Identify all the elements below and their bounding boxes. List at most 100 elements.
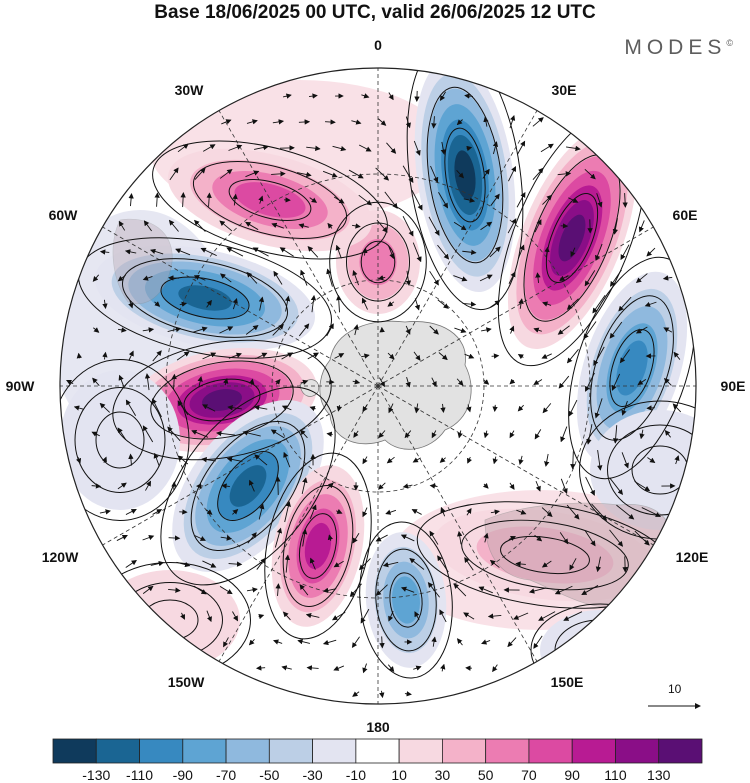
wind-vector xyxy=(142,327,155,333)
wind-vector xyxy=(197,376,203,388)
wind-vector xyxy=(152,398,162,418)
wind-vector xyxy=(462,249,477,255)
wind-vector xyxy=(254,144,269,151)
wind-vector xyxy=(175,248,191,256)
wind-vector xyxy=(431,430,437,439)
wind-vector xyxy=(352,270,360,286)
wind-vector xyxy=(301,477,308,495)
wind-vector xyxy=(361,297,368,310)
wind-vector xyxy=(440,141,446,155)
wind-vector xyxy=(437,299,449,309)
wind-vector xyxy=(118,220,126,231)
wind-vector xyxy=(463,612,475,620)
wind-vector xyxy=(219,326,234,334)
wind-vector xyxy=(464,353,475,359)
wind-vector xyxy=(483,379,490,385)
wind-vector xyxy=(275,583,281,597)
wind-vector xyxy=(483,532,489,543)
colorbar-bin xyxy=(615,738,660,764)
wind-vector xyxy=(585,372,595,392)
wind-vector xyxy=(412,242,422,263)
wind-vector xyxy=(439,91,446,102)
wind-vector xyxy=(634,530,650,546)
wind-vector xyxy=(646,405,655,411)
wind-vector xyxy=(375,534,388,542)
wind-vector xyxy=(414,403,420,414)
wind-vector xyxy=(466,404,472,413)
colorbar-bin xyxy=(441,738,487,764)
wind-vector xyxy=(457,430,463,439)
colorbar-tick-label: -90 xyxy=(172,767,193,783)
wind-vector xyxy=(542,194,553,205)
wind-vector xyxy=(508,535,516,541)
colorbar-tick-label: 50 xyxy=(477,767,494,783)
wind-vector xyxy=(194,167,206,180)
wind-vector xyxy=(558,375,570,389)
wind-vector xyxy=(124,249,137,255)
wind-vector xyxy=(351,119,362,125)
colorbar-bin xyxy=(225,738,270,764)
wind-vector xyxy=(437,244,450,260)
wind-vector xyxy=(333,665,345,671)
wind-vector xyxy=(99,249,110,255)
wind-vector xyxy=(609,477,623,496)
wind-vector xyxy=(167,426,181,442)
wind-vector xyxy=(336,508,343,514)
wind-vector xyxy=(583,321,597,340)
wind-vector xyxy=(206,299,212,308)
wind-vector xyxy=(405,377,411,388)
colorbar-bin xyxy=(52,738,97,764)
wind-vector xyxy=(386,142,397,154)
wind-vector xyxy=(153,452,160,467)
wind-vector xyxy=(298,223,309,229)
wind-vector xyxy=(309,504,317,520)
wind-vector xyxy=(457,530,463,545)
wind-vector xyxy=(532,117,544,127)
wind-vector xyxy=(361,93,370,99)
wind-vector xyxy=(327,222,333,229)
lon-label-60e: 60E xyxy=(672,207,698,223)
wind-vector xyxy=(409,557,425,570)
wind-vector xyxy=(591,503,608,521)
wind-vector xyxy=(308,93,318,99)
wind-vector xyxy=(255,665,266,671)
wind-vector xyxy=(326,323,334,337)
wind-vector xyxy=(221,119,232,125)
wind-vector xyxy=(362,247,368,256)
colorbar-bin xyxy=(355,738,400,764)
wind-vector xyxy=(246,587,258,593)
wind-vector xyxy=(193,275,206,281)
wind-vector xyxy=(117,482,127,490)
wind-vector xyxy=(73,405,84,411)
wind-vector xyxy=(554,585,573,595)
wind-vector xyxy=(306,145,321,151)
wind-vector xyxy=(481,327,492,333)
wind-vector xyxy=(478,586,493,594)
wind-vector xyxy=(142,425,154,443)
wind-vector xyxy=(439,457,446,463)
wind-vector xyxy=(411,190,423,211)
wind-vector xyxy=(305,612,320,619)
modes-logo: MODES© xyxy=(624,36,733,60)
wind-vector xyxy=(245,221,259,231)
wind-vector xyxy=(487,613,502,619)
wind-vector xyxy=(298,119,311,125)
wind-vector xyxy=(284,501,291,523)
lon-label-150w: 150W xyxy=(167,674,205,690)
wind-vector xyxy=(232,611,238,622)
wind-vector xyxy=(509,482,515,490)
brand-mark: © xyxy=(726,38,733,48)
wind-vector xyxy=(201,457,216,463)
wind-vector xyxy=(149,248,164,255)
wind-vector xyxy=(352,691,360,697)
wind-vector xyxy=(306,665,319,671)
wind-vector xyxy=(480,221,493,231)
wind-vector xyxy=(91,483,102,489)
wind-vector xyxy=(358,144,372,152)
wind-vector xyxy=(592,295,606,314)
wind-vector xyxy=(492,141,499,155)
wind-vector xyxy=(388,403,394,414)
wind-vector xyxy=(570,247,576,258)
wind-vector xyxy=(528,587,547,594)
